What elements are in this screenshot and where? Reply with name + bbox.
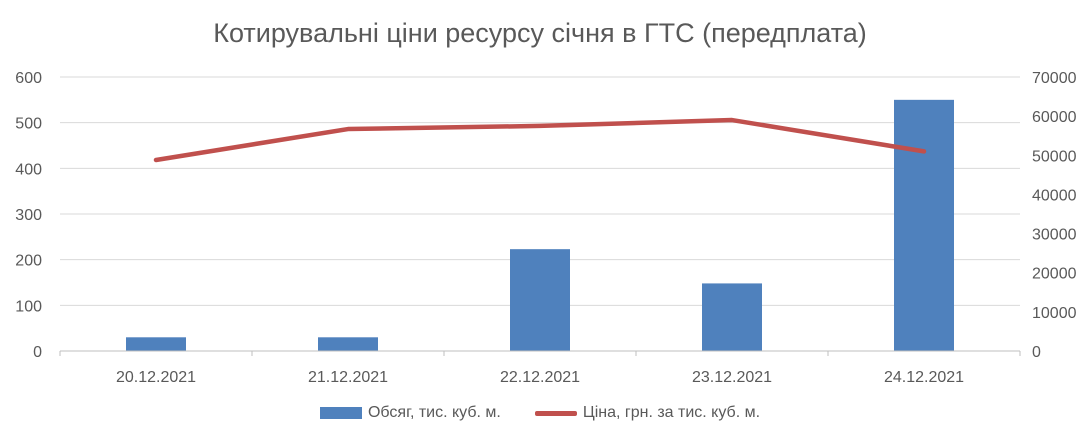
y-left-tick-label: 300	[15, 207, 42, 224]
y-left-tick-label: 0	[33, 344, 42, 361]
y-right-tick-label: 20000	[1032, 266, 1077, 283]
bar	[126, 337, 186, 351]
y-right-tick-label: 30000	[1032, 227, 1077, 244]
legend-swatch-line	[534, 410, 577, 416]
axes: 0 100 200 300 400 500 600 0 10000 20000 30000 40000…	[15, 70, 1076, 386]
y-right-tick-label: 0	[1032, 344, 1041, 361]
chart-title: Котирувальні ціни ресурсу січня в ГТС (п…	[213, 18, 867, 48]
y-left-tick-label: 400	[15, 161, 42, 178]
price-line	[153, 117, 927, 163]
y-right-tick-label: 70000	[1032, 70, 1077, 87]
y-right-tick-label: 60000	[1032, 109, 1077, 126]
legend-label-volume: Обсяг, тис. куб. м.	[367, 404, 501, 421]
x-tick-label: 24.12.2021	[884, 369, 964, 386]
x-tick-label: 22.12.2021	[500, 369, 580, 386]
legend-swatch-bar	[319, 407, 362, 419]
x-tick-label: 21.12.2021	[308, 369, 388, 386]
y-right-tick-label: 10000	[1032, 305, 1077, 322]
y-left-tick-label: 100	[15, 298, 42, 315]
legend-label-price: Ціна, грн. за тис. куб. м.	[582, 404, 761, 421]
line-series	[153, 117, 927, 163]
x-tick-label: 20.12.2021	[116, 369, 196, 386]
y-left-tick-label: 500	[15, 116, 42, 133]
y-left-tick-label: 600	[15, 70, 42, 87]
x-tick-label: 23.12.2021	[692, 369, 772, 386]
legend-item-price: Ціна, грн. за тис. куб. м.	[534, 404, 761, 422]
bar	[702, 283, 762, 351]
bar	[510, 249, 570, 351]
y-right-tick-label: 50000	[1032, 148, 1077, 165]
y-left-tick-label: 200	[15, 253, 42, 270]
bar-series	[126, 99, 954, 351]
y-right-tick-label: 40000	[1032, 187, 1077, 204]
legend: Обсяг, тис. куб. м. Ціна, грн. за тис. к…	[0, 404, 1080, 422]
bar	[318, 337, 378, 351]
bar	[894, 99, 954, 351]
legend-item-volume: Обсяг, тис. куб. м.	[319, 404, 501, 422]
